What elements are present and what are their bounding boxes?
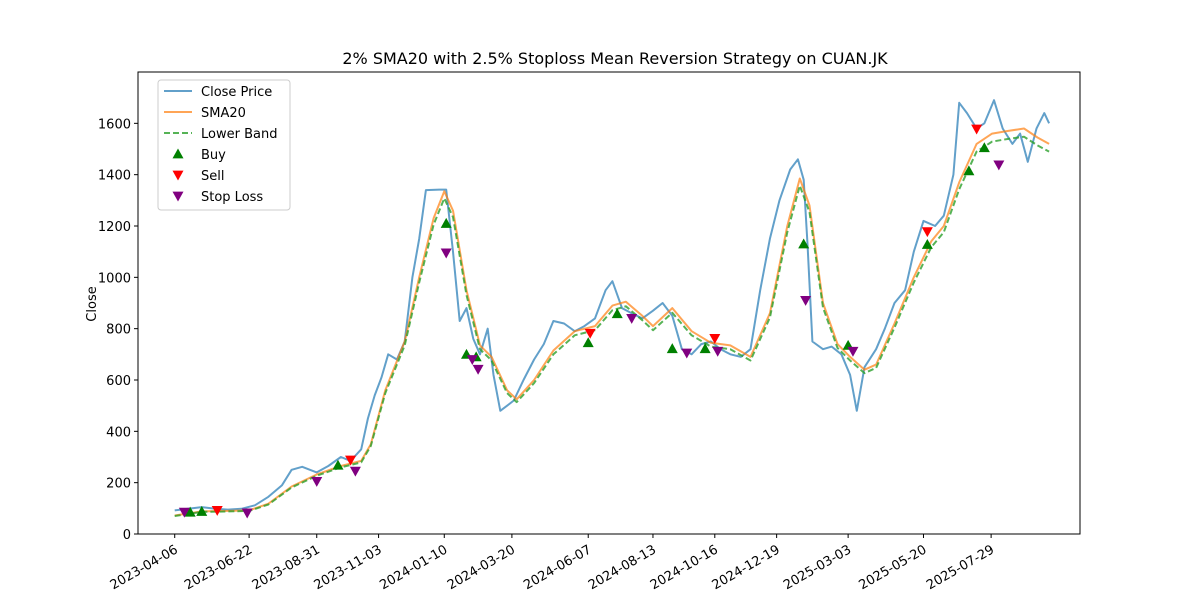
buy-marker — [611, 308, 623, 319]
y-tick-label: 1200 — [98, 220, 131, 235]
legend-stop-loss-swatch — [172, 191, 184, 202]
stop-loss-marker — [178, 507, 190, 518]
lower-band-line — [174, 135, 1050, 517]
chart-title: 2% SMA20 with 2.5% Stoploss Mean Reversi… — [342, 49, 888, 68]
sell-marker — [584, 328, 596, 339]
stop-loss-marker — [241, 508, 253, 519]
y-tick-label: 1400 — [98, 169, 131, 184]
stop-loss-marker — [847, 346, 859, 357]
stop-loss-marker — [311, 476, 323, 487]
sell-marker — [211, 505, 223, 516]
legend-close-price-label: Close Price — [201, 85, 272, 100]
legend: Close Price SMA20 Lower Band Buy Sell Stop Lo… — [157, 79, 291, 211]
y-tick-label: 600 — [106, 374, 131, 389]
legend-buy-label: Buy — [201, 148, 226, 163]
sma20-line — [174, 127, 1050, 517]
plot-area — [174, 99, 1051, 519]
legend-sma20-label: SMA20 — [201, 106, 246, 121]
stop-loss-marker — [681, 348, 693, 359]
buy-marker — [963, 165, 975, 176]
buy-marker — [798, 238, 810, 249]
buy-marker — [184, 506, 196, 517]
close-price-line — [174, 99, 1051, 512]
y-tick-label: 400 — [106, 425, 131, 440]
buy-marker — [440, 217, 452, 228]
legend-stop-loss-label: Stop Loss — [201, 190, 263, 205]
legend-sell-swatch — [172, 170, 184, 181]
sell-marker — [921, 227, 933, 238]
stop-loss-marker — [993, 160, 1005, 171]
legend-lower-band-label: Lower Band — [201, 127, 277, 142]
y-tick-label: 1000 — [98, 271, 131, 286]
sell-marker — [709, 334, 721, 344]
legend-buy-swatch — [172, 148, 184, 159]
buy-marker — [921, 238, 933, 249]
stop-loss-marker — [440, 248, 452, 259]
y-tick-label: 1600 — [98, 117, 131, 132]
sell-marker — [345, 455, 357, 466]
plot-frame — [137, 71, 1081, 535]
sell-marker — [971, 124, 983, 135]
stop-loss-marker — [472, 364, 484, 375]
buy-marker — [196, 505, 208, 516]
y-tick-label: 200 — [106, 477, 131, 492]
buy-marker — [582, 337, 594, 348]
y-tick-label: 0 — [123, 528, 131, 543]
buy-marker — [699, 343, 711, 354]
buy-marker — [978, 142, 990, 153]
stop-loss-marker — [466, 355, 478, 365]
y-axis: 0 200 400 600 800 1000 1200 1400 1600 — [98, 117, 138, 543]
stop-loss-marker — [712, 346, 724, 357]
legend-sell-label: Sell — [201, 169, 224, 184]
y-tick-label: 800 — [106, 323, 131, 338]
y-axis-label: Close — [85, 286, 100, 321]
stop-loss-marker — [349, 466, 361, 477]
stop-loss-marker — [800, 296, 812, 306]
buy-marker — [666, 343, 678, 354]
stop-loss-marker — [626, 314, 638, 324]
buy-marker — [332, 459, 344, 470]
